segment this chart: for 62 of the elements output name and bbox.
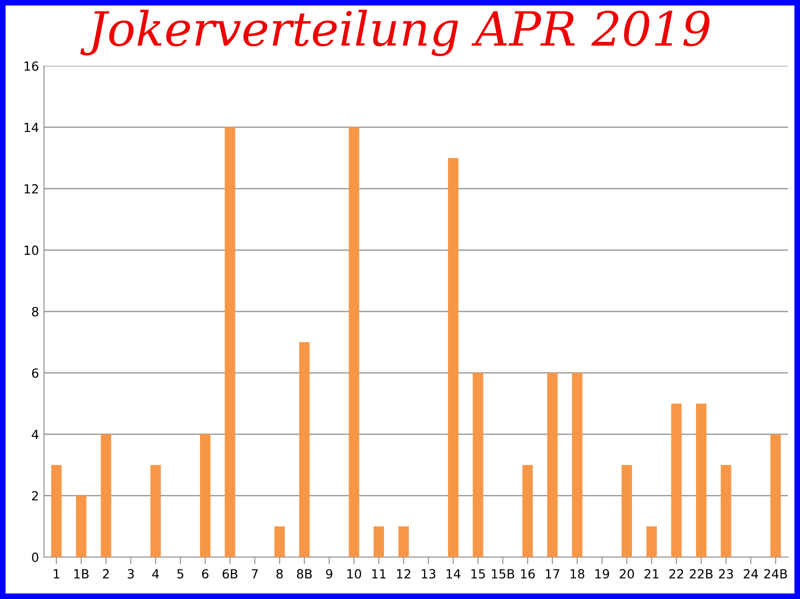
y-tick-label: 14 [24,122,38,132]
bar [622,464,632,558]
x-tick-label: 20 [620,569,634,579]
x-tick-label: 6 [202,569,208,579]
y-tick-label: 8 [32,306,38,316]
bar [448,158,458,558]
y-tick-label: 4 [32,430,38,440]
bar [200,434,210,558]
x-tick-label: 22 [669,569,684,578]
y-tick-label: 2 [32,491,38,500]
x-tick-label: 1 [54,569,60,578]
x-tick-label: 1B [74,569,89,578]
bar [696,404,706,558]
bar [374,526,384,558]
bar [274,526,285,558]
x-tick-label: 16 [521,569,535,579]
x-tick-label: 24 [744,569,758,578]
x-tick-label: 11 [372,569,386,578]
x-tick-label: 22B [690,569,713,578]
x-tick-label: 17 [546,569,560,578]
bar [547,372,558,558]
bar [572,372,582,558]
chart-title: Jokerverteilung APR 2019 [80,10,710,56]
x-tick-label: 21 [644,569,658,578]
x-tick-label: 5 [177,569,184,579]
x-tick-label: 7 [252,569,258,578]
x-tick-label: 6B [222,569,238,579]
x-tick-label: 13 [422,569,436,579]
x-tick-label: 10 [347,569,362,579]
bar [522,464,533,558]
x-tick-label: 15B [492,569,514,579]
bar [299,342,310,558]
x-tick-label: 3 [128,569,134,579]
bar [770,434,781,558]
x-tick-label: 8 [276,569,283,579]
x-tick-label: 19 [595,569,610,579]
bar [348,127,360,558]
x-tick-label: 2 [102,569,109,578]
bar [646,526,657,558]
bar [398,526,409,558]
x-tick-label: 14 [446,569,460,578]
bar [472,372,484,558]
bar [76,496,86,558]
bar [150,464,161,558]
y-tick-label: 0 [32,552,38,562]
x-tick-label: 8B [296,569,312,579]
y-tick-label: 6 [32,368,38,378]
bar [720,464,732,558]
bar [671,404,682,558]
x-tick-label: 12 [397,569,410,578]
y-tick-label: 10 [24,246,38,256]
x-tick-label: 9 [326,569,332,579]
x-tick-label: 4 [152,569,159,578]
y-tick-label: 16 [24,61,38,71]
y-tick-label: 12 [24,184,38,194]
x-tick-label: 23 [718,569,733,579]
bar [51,464,62,558]
x-tick-label: 18 [570,569,584,579]
bar [100,434,112,558]
x-tick-label: 24B [764,569,787,578]
x-tick-label: 15 [471,569,485,579]
bar [224,127,236,558]
